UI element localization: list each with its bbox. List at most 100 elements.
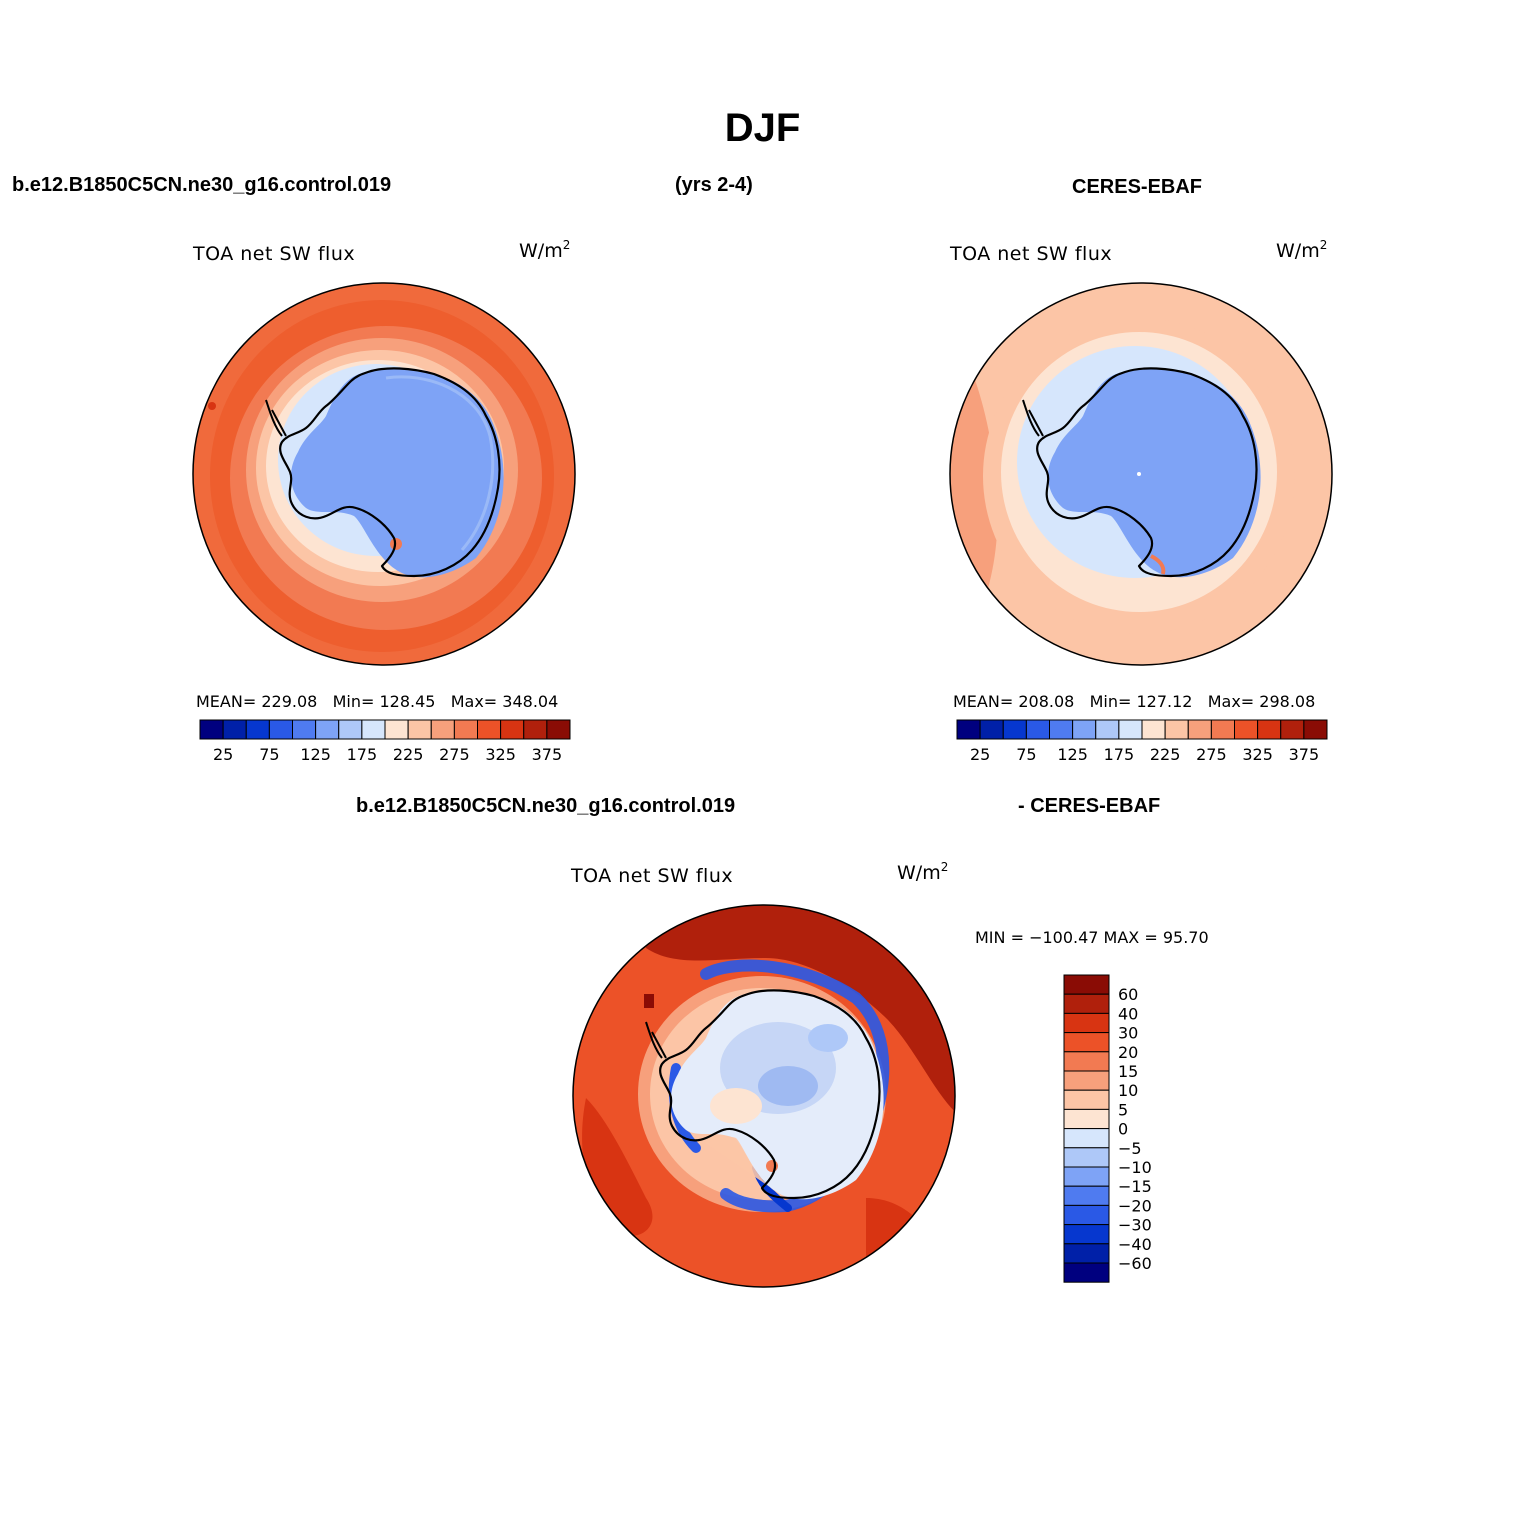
diff-colorbar-box (1063, 993, 1110, 1014)
diff-colorbar-tick-label: 20 (1118, 1043, 1138, 1062)
diff-colorbar-tick-label: 15 (1118, 1062, 1138, 1081)
panel1-colorbar-tick-label: 375 (532, 745, 563, 764)
panel1-colorbar-tick-label: 75 (259, 745, 279, 764)
diff-colorbar-tick-label: 60 (1118, 985, 1138, 1004)
panel2-colorbar-tick-label: 225 (1150, 745, 1181, 764)
diff-colorbar-tick-label: −20 (1118, 1196, 1152, 1215)
panel2-colorbar-box (1049, 719, 1074, 740)
diff-colorbar-box (1063, 1262, 1110, 1283)
diff-colorbar-tick-label: −60 (1118, 1254, 1152, 1273)
panel2-colorbar-tick-label: 175 (1104, 745, 1135, 764)
panel1-colorbar-tick-label: 125 (300, 745, 331, 764)
panel2-colorbar-box (1072, 719, 1097, 740)
panel2-colorbar-box (1002, 719, 1027, 740)
panel1-mean-value: 229.08 (261, 692, 318, 711)
panel1-variable-label: TOA net SW flux (193, 243, 356, 265)
diff-variable-label: TOA net SW flux (571, 865, 734, 887)
diff-colorbar-tick-label: −5 (1118, 1139, 1142, 1158)
diff-colorbar-tick-label: 30 (1118, 1024, 1138, 1043)
panel1-colorbar-tick-label: 175 (347, 745, 378, 764)
panel1-stats: MEAN= 229.08 Min= 128.45 Max= 348.04 (196, 692, 559, 711)
panel1-colorbar-tick-label: 225 (393, 745, 424, 764)
panel2-colorbar-box (1210, 719, 1235, 740)
panel1-colorbar-box (430, 719, 455, 740)
panel2-colorbar-box (1303, 719, 1328, 740)
diff-colorbar-box (1063, 1185, 1110, 1206)
diff-obs-header: - CERES-EBAF (1018, 795, 1161, 817)
panel2-colorbar-box (1118, 719, 1143, 740)
panel1-colorbar-box (523, 719, 548, 740)
panel1-colorbar-box (245, 719, 270, 740)
panel1-min-value: 128.45 (379, 692, 436, 711)
diff-colorbar-box (1063, 1224, 1110, 1245)
panel2-colorbar-tick-label: 325 (1242, 745, 1273, 764)
panel1-colorbar-box (384, 719, 409, 740)
diff-colorbar-box (1063, 1012, 1110, 1034)
panel2-colorbar-tick-label: 25 (970, 745, 990, 764)
diff-colorbar-box (1063, 1128, 1110, 1149)
panel1-units: W/m2 (519, 238, 571, 262)
diff-colorbar-box (1063, 1243, 1110, 1264)
diff-colorbar-tick-label: 5 (1118, 1100, 1128, 1119)
panel1-polar-map (192, 282, 576, 666)
diff-colorbar-tick-label: −30 (1118, 1216, 1152, 1235)
diff-colorbar-box (1063, 1166, 1110, 1187)
panel1-colorbar-box (268, 719, 293, 740)
diff-colorbar-box (1063, 1051, 1110, 1072)
diff-units: W/m2 (897, 860, 949, 884)
panel1-colorbar-box (546, 719, 571, 740)
panel1-colorbar-box (453, 719, 478, 740)
panel1-colorbar-box (477, 719, 502, 740)
panel1-colorbar-box (500, 719, 525, 740)
panel1-max-value: 348.04 (502, 692, 559, 711)
panel2-colorbar-box (1280, 719, 1305, 740)
panel2-min-value: 127.12 (1136, 692, 1193, 711)
panel2-colorbar-box (1095, 719, 1120, 740)
diff-minmax: MIN = −100.47 MAX = 95.70 (975, 928, 1209, 947)
panel1-colorbar: 25 75 125 175 225 275 325 375 (199, 719, 571, 764)
diff-colorbar-box (1063, 1108, 1110, 1130)
panel2-max-value: 298.08 (1259, 692, 1316, 711)
panel1-colorbar-tick-label: 325 (485, 745, 516, 764)
panel2-polar-map (949, 282, 1333, 666)
diff-colorbar-tick-label: −10 (1118, 1158, 1152, 1177)
panel2-colorbar-box (1141, 719, 1166, 740)
panel1-colorbar-box (315, 719, 340, 740)
case-name-header: b.e12.B1850C5CN.ne30_g16.control.019 (12, 174, 392, 196)
panel1-colorbar-box (338, 719, 363, 740)
panel2-colorbar-tick-label: 375 (1289, 745, 1320, 764)
diff-colorbar-tick-label: 40 (1118, 1004, 1138, 1023)
diff-colorbar-box (1063, 974, 1110, 995)
panel2-colorbar-tick-label: 75 (1016, 745, 1036, 764)
panel1-colorbar-box (361, 719, 386, 740)
panel2-stats: MEAN= 208.08 Min= 127.12 Max= 298.08 (953, 692, 1316, 711)
panel1-colorbar-box (199, 719, 224, 740)
panel1-colorbar-tick-label: 25 (213, 745, 233, 764)
diff-case-header: b.e12.B1850C5CN.ne30_g16.control.019 (356, 795, 736, 817)
panel1-colorbar-box (222, 719, 247, 740)
diff-colorbar-box (1063, 1032, 1110, 1053)
panel2-colorbar-box (1187, 719, 1212, 740)
panel2-mean-value: 208.08 (1018, 692, 1075, 711)
panel2-colorbar-box (979, 719, 1004, 740)
panel1-colorbar-tick-label: 275 (439, 745, 470, 764)
diff-colorbar-box (1063, 1147, 1110, 1168)
panel2-colorbar-tick-label: 125 (1057, 745, 1088, 764)
panel2-colorbar-box (1234, 719, 1259, 740)
panel2-colorbar: 25 75 125 175 225 275 325 375 (956, 719, 1328, 764)
figure-title: DJF (724, 106, 801, 150)
diff-colorbar-tick-label: 10 (1118, 1081, 1138, 1100)
diff-colorbar-tick-label: −40 (1118, 1235, 1152, 1254)
panel2-colorbar-box (1257, 719, 1282, 740)
diff-colorbar-box (1063, 1204, 1110, 1226)
panel2-units: W/m2 (1276, 238, 1328, 262)
diff-colorbar-box (1063, 1070, 1110, 1091)
panel2-colorbar-box (1164, 719, 1189, 740)
panel1-colorbar-box (292, 719, 317, 740)
panel2-variable-label: TOA net SW flux (950, 243, 1113, 265)
panel2-colorbar-box (1025, 719, 1050, 740)
diff-colorbar-tick-label: 0 (1118, 1120, 1128, 1139)
years-header: (yrs 2-4) (675, 174, 753, 196)
panel2-colorbar-tick-label: 275 (1196, 745, 1227, 764)
